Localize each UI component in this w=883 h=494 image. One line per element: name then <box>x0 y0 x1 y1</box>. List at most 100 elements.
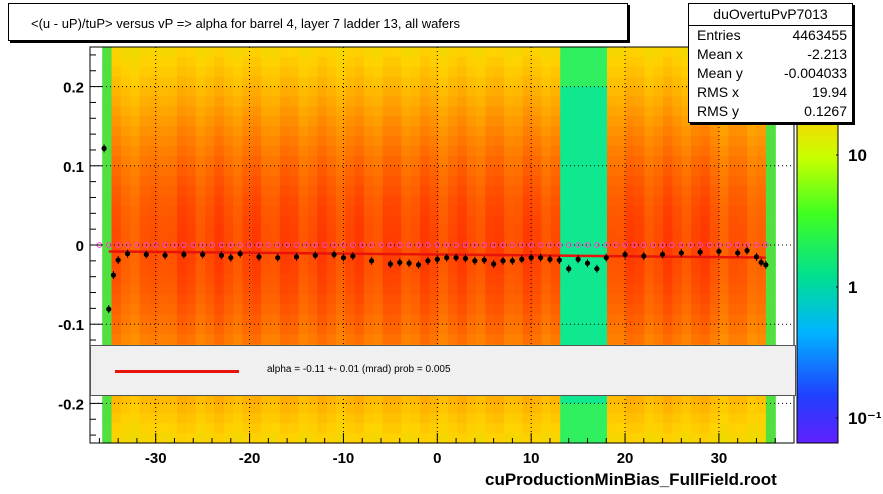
heatmap-cell <box>401 393 412 404</box>
heatmap-cell <box>644 96 655 107</box>
heatmap-cell <box>242 136 253 147</box>
heatmap-cell <box>102 136 113 147</box>
heatmap-cell <box>448 264 459 276</box>
heatmap-cell <box>550 254 561 266</box>
heatmap-cell <box>569 56 580 68</box>
heatmap-cell <box>653 284 664 296</box>
heatmap-cell <box>148 205 159 216</box>
heatmap-cell <box>560 66 571 78</box>
heatmap-cell <box>550 116 561 127</box>
heatmap-cell <box>120 205 131 216</box>
heatmap-cell <box>401 235 412 246</box>
heatmap-cell <box>672 423 683 434</box>
heatmap-cell <box>317 254 328 266</box>
heatmap-cell <box>148 185 159 197</box>
heatmap-cell <box>747 284 758 296</box>
heatmap-cell <box>560 205 571 216</box>
heatmap-cell <box>120 413 131 424</box>
heatmap-cell <box>279 56 290 68</box>
heatmap-cell <box>102 215 113 226</box>
heatmap-cell <box>719 215 730 226</box>
heatmap-cell <box>233 126 244 137</box>
heatmap-cell <box>307 254 318 266</box>
heatmap-cell <box>457 47 468 58</box>
heatmap-cell <box>186 225 197 236</box>
profile-point-alt <box>593 242 600 248</box>
heatmap-cell <box>429 165 440 177</box>
heatmap-cell <box>569 106 580 117</box>
heatmap-cell <box>606 185 617 197</box>
heatmap-cell <box>270 225 281 236</box>
heatmap-cell <box>578 116 589 127</box>
heatmap-cell <box>504 433 515 444</box>
profile-point <box>735 248 741 257</box>
x-tick-label: -20 <box>239 450 261 467</box>
heatmap-cell <box>681 393 692 404</box>
heatmap-cell <box>681 116 692 127</box>
heatmap-cell <box>401 413 412 424</box>
heatmap-cell <box>148 245 159 256</box>
heatmap-cell <box>709 215 720 226</box>
heatmap-cell <box>513 56 524 68</box>
heatmap-cell <box>233 195 244 206</box>
heatmap-cell <box>223 284 234 296</box>
profile-point-alt <box>528 242 535 248</box>
heatmap-cell <box>401 304 412 315</box>
heatmap-cell <box>588 136 599 147</box>
heatmap-cell <box>251 165 262 177</box>
heatmap-cell <box>672 175 683 187</box>
heatmap-cell <box>728 423 739 434</box>
heatmap-cell <box>317 96 328 107</box>
heatmap-cell <box>139 284 150 296</box>
heatmap-cell <box>391 195 402 206</box>
heatmap-cell <box>102 264 113 276</box>
heatmap-cell <box>476 155 487 167</box>
heatmap-cell <box>532 324 543 335</box>
heatmap-cell <box>429 274 440 286</box>
heatmap-cell <box>391 86 402 98</box>
heatmap-cell <box>700 413 711 424</box>
heatmap-cell <box>139 294 150 305</box>
heatmap-cell <box>635 413 645 424</box>
heatmap-cell <box>195 165 206 177</box>
heatmap-cell <box>588 245 599 256</box>
heatmap-cell <box>635 304 645 315</box>
heatmap-cell <box>532 235 543 246</box>
profile-point <box>143 250 149 259</box>
heatmap-cell <box>550 284 561 296</box>
heatmap-cell <box>176 225 187 236</box>
heatmap-cell <box>719 185 730 197</box>
heatmap-cell <box>737 314 748 325</box>
heatmap-cell <box>242 225 253 236</box>
heatmap-cell <box>420 205 430 216</box>
heatmap-cell <box>261 185 272 197</box>
heatmap-cell <box>363 324 374 335</box>
heatmap-cell <box>130 215 141 226</box>
heatmap-cell <box>410 235 421 246</box>
heatmap-cell <box>354 413 365 424</box>
profile-point-alt <box>481 242 488 248</box>
heatmap-cell <box>410 155 421 167</box>
heatmap-cell <box>644 294 655 305</box>
heatmap-cell <box>120 96 131 107</box>
heatmap-cell <box>363 274 374 286</box>
heatmap-cell <box>466 334 477 345</box>
heatmap-cell <box>233 324 244 335</box>
heatmap-cell <box>261 423 272 434</box>
heatmap-cell <box>298 413 309 424</box>
heatmap-cell <box>672 136 683 147</box>
heatmap-cell <box>681 76 692 88</box>
heatmap-cell <box>186 136 197 147</box>
heatmap-cell <box>130 403 141 414</box>
heatmap-cell <box>195 96 206 107</box>
heatmap-cell <box>326 413 337 424</box>
heatmap-cell <box>139 264 150 276</box>
heatmap-cell <box>251 136 262 147</box>
heatmap-cell <box>765 403 776 414</box>
heatmap-cell <box>606 393 617 404</box>
heatmap-cell <box>532 294 543 305</box>
heatmap-cell <box>728 314 739 325</box>
heatmap-cell <box>335 433 346 444</box>
heatmap-cell <box>578 274 589 286</box>
